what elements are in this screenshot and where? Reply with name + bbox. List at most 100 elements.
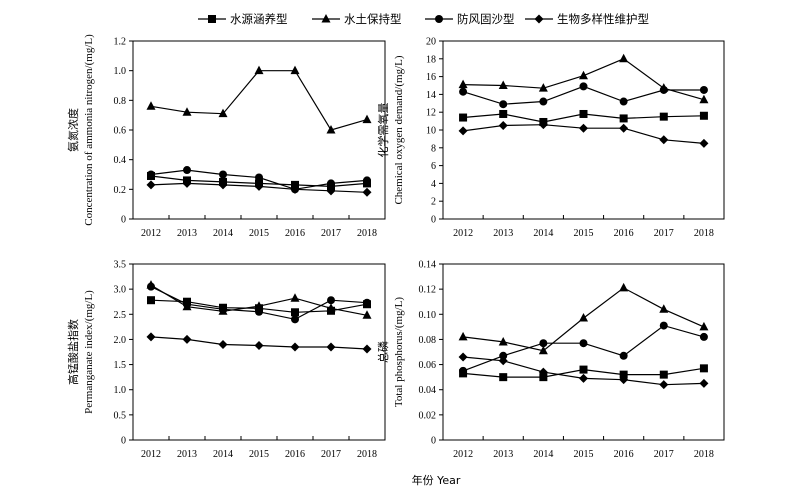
- data-point: [326, 186, 336, 196]
- y-tick-label: 0.6: [114, 126, 127, 137]
- y-axis-label-cn: 氨氮浓度: [66, 108, 80, 152]
- legend-item: 防风固沙型: [425, 12, 515, 26]
- series: [146, 65, 372, 134]
- data-point: [254, 340, 264, 350]
- data-point: [498, 80, 508, 89]
- y-axis-label-en: Total phosphorus/(mg/L): [393, 297, 405, 407]
- y-tick-label: 8: [431, 143, 436, 154]
- plot-frame: [442, 263, 725, 441]
- data-point: [538, 367, 548, 377]
- y-tick-label: 0: [121, 215, 126, 226]
- data-point: [619, 53, 629, 63]
- data-point: [579, 365, 588, 374]
- y-axis-label-en: Concentration of ammonia nitrogen/(mg/L): [83, 34, 95, 226]
- x-tick-label: 2016: [614, 449, 634, 460]
- data-point: [499, 109, 508, 118]
- y-tick-label: 2.5: [114, 310, 127, 321]
- x-tick-label: 2017: [321, 449, 341, 460]
- data-point: [146, 101, 156, 110]
- legend-marker: [435, 15, 443, 23]
- series: [459, 109, 708, 126]
- y-tick-label: 10: [426, 126, 436, 137]
- y-tick-label: 0.4: [114, 155, 127, 166]
- y-tick-label: 14: [426, 90, 436, 101]
- x-tick-label: 2014: [533, 228, 553, 239]
- chart-panel: 0 0.5 1.0 1.5 2.0 2.5 3.0 3.5 2012 2013 2014 2015 20…: [66, 260, 386, 460]
- data-point: [659, 304, 669, 313]
- data-point: [539, 97, 548, 106]
- data-point: [182, 178, 192, 188]
- data-point: [699, 378, 709, 388]
- data-point: [362, 310, 372, 319]
- data-point: [498, 121, 508, 131]
- data-point: [219, 305, 227, 314]
- x-tick-label: 2012: [141, 228, 161, 239]
- data-point: [218, 339, 228, 349]
- data-point: [659, 321, 668, 330]
- data-point: [182, 107, 192, 116]
- data-point: [182, 334, 192, 344]
- series: [458, 120, 709, 148]
- x-tick-label: 2015: [249, 228, 269, 239]
- data-point: [254, 65, 264, 75]
- data-point: [659, 380, 669, 390]
- data-point: [699, 111, 708, 120]
- data-point: [619, 375, 629, 385]
- data-point: [459, 87, 468, 96]
- y-tick-label: 1.5: [114, 360, 127, 371]
- data-point: [619, 123, 629, 133]
- data-point: [326, 125, 336, 134]
- data-point: [363, 176, 371, 185]
- data-point: [327, 179, 335, 188]
- x-tick-label: 2013: [177, 228, 197, 239]
- data-point: [363, 298, 371, 307]
- y-tick-label: 0.2: [114, 185, 127, 196]
- data-point: [579, 123, 588, 133]
- y-tick-label: 0: [431, 215, 436, 226]
- series: [146, 178, 372, 197]
- x-tick-label: 2015: [574, 449, 594, 460]
- y-tick-label: 0.14: [419, 260, 437, 271]
- data-point: [255, 307, 263, 316]
- y-tick-label: 0: [431, 436, 436, 447]
- series: [458, 282, 709, 355]
- data-point: [539, 373, 548, 382]
- data-point: [538, 83, 548, 92]
- x-tick-label: 2018: [694, 449, 714, 460]
- data-point: [499, 373, 508, 382]
- data-point: [539, 339, 548, 348]
- data-point: [218, 108, 228, 118]
- series-line: [150, 70, 368, 131]
- chart-panel: 0 0.2 0.4 0.6 0.8 1.0 1.2 2012 2013 2014 2015 2016 2…: [66, 34, 386, 239]
- x-tick-label: 2013: [177, 449, 197, 460]
- x-tick-label: 2016: [285, 449, 305, 460]
- y-tick-label: 0.8: [114, 96, 127, 107]
- data-point: [255, 173, 263, 182]
- plot-frame: [132, 263, 386, 441]
- x-tick-label: 2018: [357, 228, 377, 239]
- x-tick-label: 2014: [213, 228, 233, 239]
- y-tick-label: 0.10: [419, 310, 437, 321]
- x-axis-label: 年份 Year: [412, 473, 461, 487]
- data-point: [147, 296, 155, 305]
- data-point: [290, 184, 300, 194]
- y-tick-label: 2.0: [114, 335, 127, 346]
- data-point: [146, 332, 156, 342]
- y-axis-label-en: Permanganate index/(mg/L): [83, 290, 95, 414]
- x-tick-label: 2016: [614, 228, 634, 239]
- y-tick-label: 1.0: [114, 66, 127, 77]
- data-point: [619, 351, 628, 360]
- x-tick-label: 2016: [285, 228, 305, 239]
- data-point: [619, 370, 628, 379]
- data-point: [579, 373, 588, 383]
- data-point: [254, 181, 264, 191]
- legend-marker: [208, 15, 216, 23]
- series-line: [462, 324, 705, 372]
- data-point: [619, 114, 628, 123]
- data-point: [326, 342, 336, 352]
- data-point: [619, 282, 629, 292]
- y-tick-label: 0.08: [419, 335, 437, 346]
- x-tick-label: 2012: [141, 449, 161, 460]
- data-point: [619, 97, 628, 106]
